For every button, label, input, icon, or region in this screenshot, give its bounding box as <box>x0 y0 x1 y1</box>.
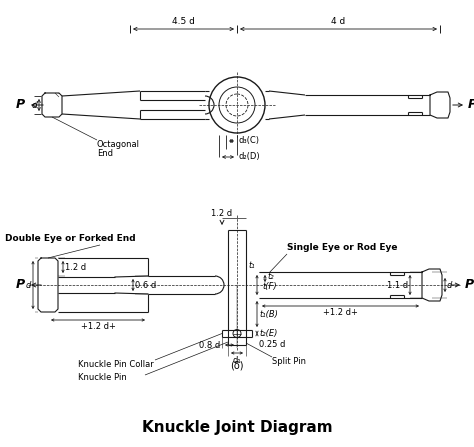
Text: 4.5 d: 4.5 d <box>172 17 195 26</box>
Text: t₂: t₂ <box>267 272 273 281</box>
Text: t₂(E): t₂(E) <box>259 329 277 338</box>
Text: 1.2 d: 1.2 d <box>65 262 86 271</box>
Text: P: P <box>16 278 25 291</box>
Text: +1.2 d+: +1.2 d+ <box>323 308 358 317</box>
Text: 1.2 d: 1.2 d <box>211 209 233 218</box>
Text: d₃(C): d₃(C) <box>239 136 260 146</box>
Text: d₁: d₁ <box>233 356 241 365</box>
Text: Split Pin: Split Pin <box>272 357 306 366</box>
Text: t(F): t(F) <box>262 283 277 291</box>
Text: 0.6 d: 0.6 d <box>135 281 156 290</box>
Text: 0.8 d: 0.8 d <box>199 341 220 350</box>
Text: 4 d: 4 d <box>331 17 346 26</box>
Text: t₁: t₁ <box>248 261 255 270</box>
Text: +1.2 d+: +1.2 d+ <box>81 322 116 331</box>
Text: d: d <box>26 281 31 290</box>
Text: d₂(D): d₂(D) <box>239 152 261 161</box>
Text: d: d <box>447 281 452 290</box>
Text: (δ): (δ) <box>230 360 244 370</box>
Text: t₁(B): t₁(B) <box>259 309 278 319</box>
Text: Single Eye or Rod Eye: Single Eye or Rod Eye <box>287 243 398 252</box>
Text: Octagonal: Octagonal <box>97 140 140 149</box>
Text: P: P <box>465 278 474 291</box>
Text: P: P <box>16 98 25 111</box>
Text: 1.1 d: 1.1 d <box>387 281 408 290</box>
Text: d: d <box>31 101 37 110</box>
Text: End: End <box>97 149 113 158</box>
Text: Double Eye or Forked End: Double Eye or Forked End <box>5 234 136 243</box>
Text: Knuckle Pin: Knuckle Pin <box>78 373 127 382</box>
Text: Knuckle Joint Diagram: Knuckle Joint Diagram <box>142 420 332 435</box>
Text: Knuckle Pin Collar: Knuckle Pin Collar <box>78 360 154 369</box>
Text: P: P <box>468 98 474 111</box>
Text: 0.25 d: 0.25 d <box>259 340 285 349</box>
